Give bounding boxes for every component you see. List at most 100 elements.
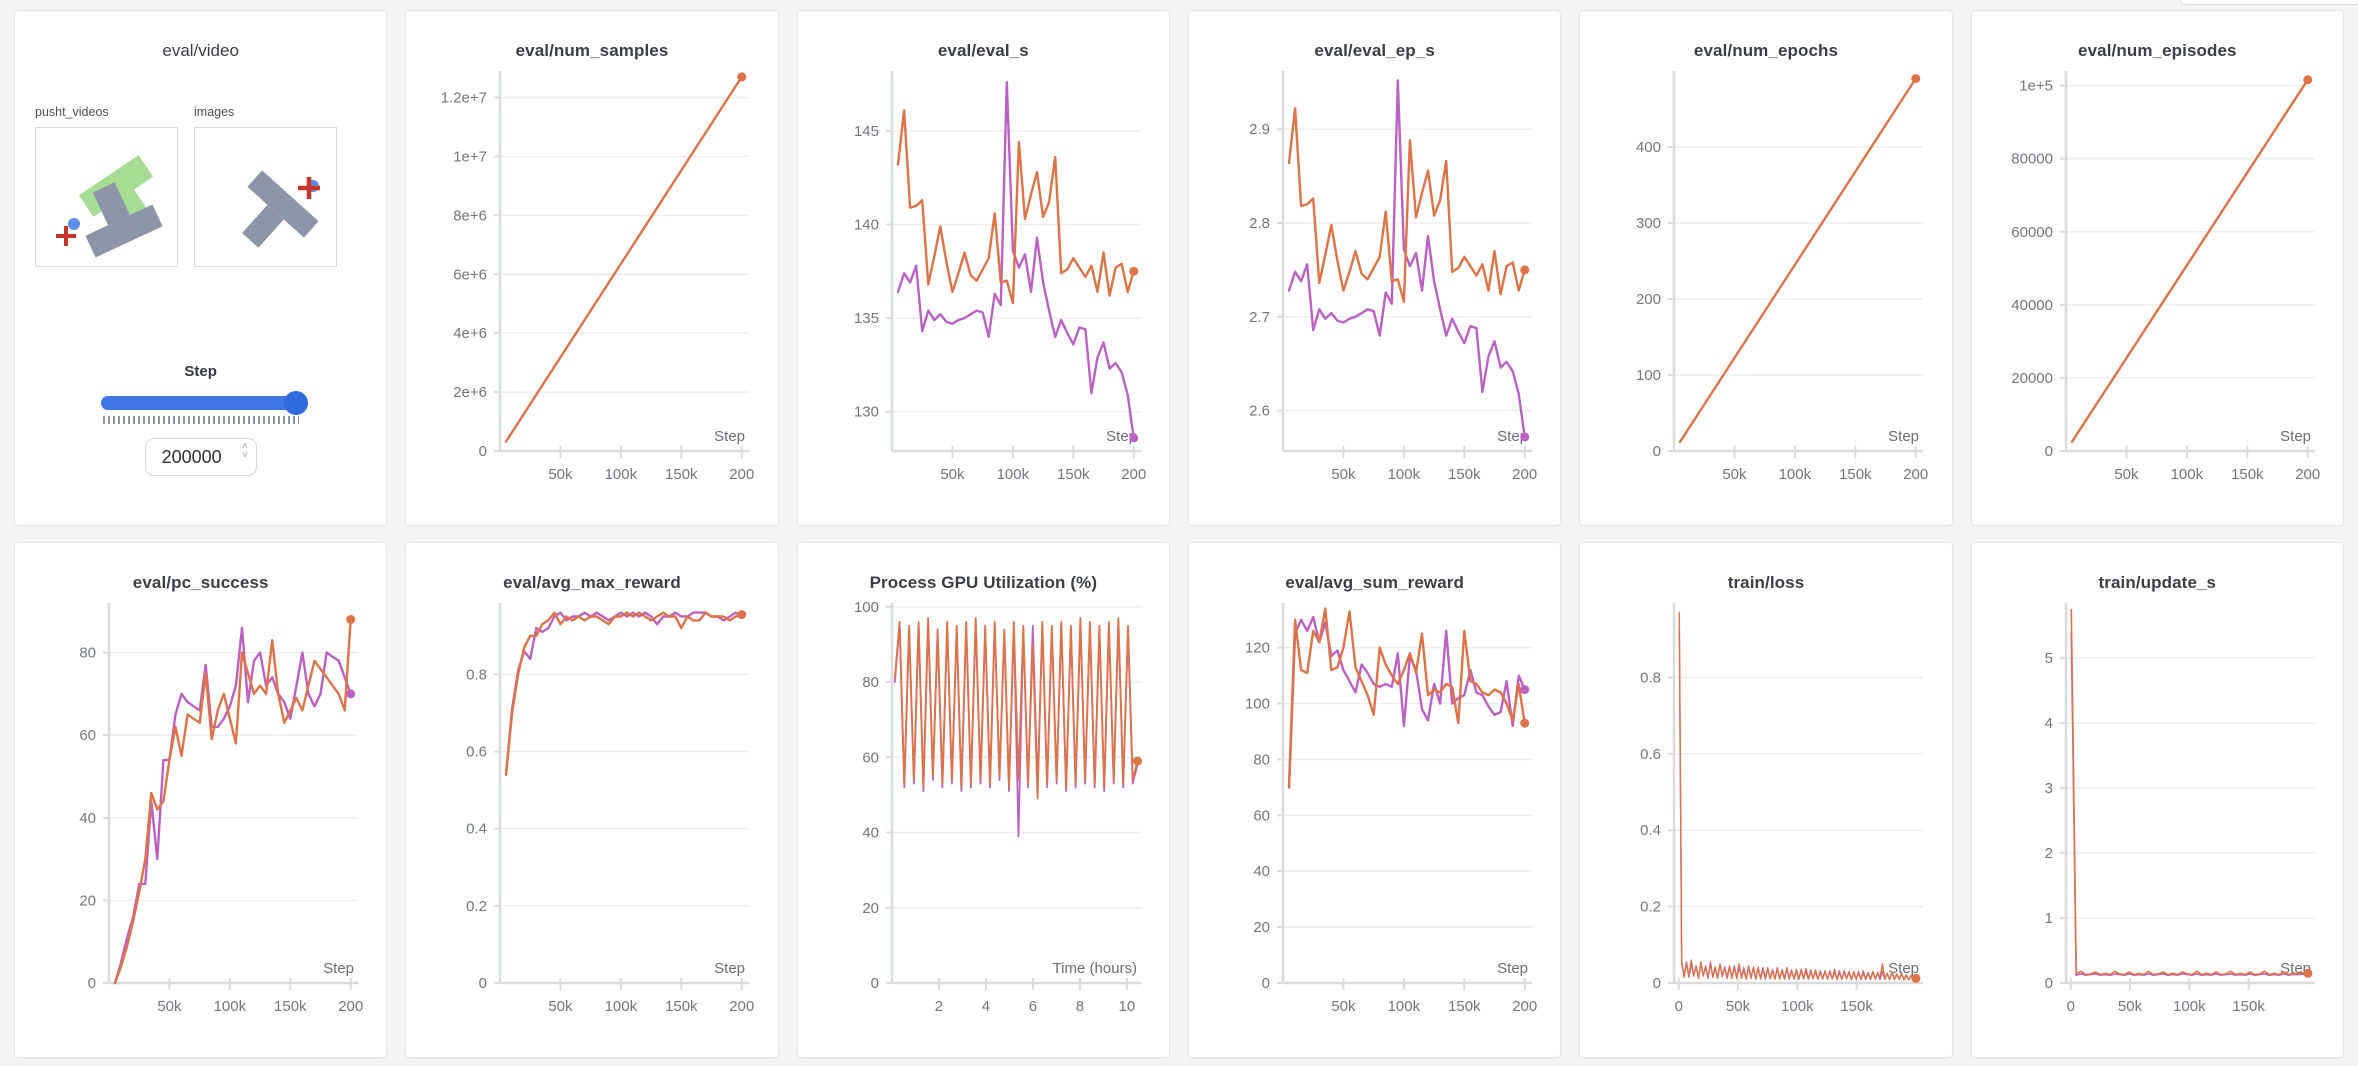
pusht-video-thumbnail[interactable]: [35, 127, 178, 267]
svg-text:2.6: 2.6: [1249, 403, 1270, 420]
chart-plot: 0 20 40 60 80 100 120 50k 100k 150k 200 Step: [1197, 597, 1552, 1035]
chart-title: eval/num_episodes: [2078, 41, 2237, 60]
svg-text:150k: 150k: [1841, 998, 1874, 1015]
svg-text:200: 200: [1121, 466, 1146, 483]
chart-plot: 0 2e+6 4e+6 6e+6 8e+6 1e+7 1.2e+7 50k 100k 150k 20…: [414, 65, 769, 503]
step-value-input[interactable]: [144, 438, 257, 476]
gray-t-stem: [242, 204, 284, 248]
chart-canvas: 0 20000 40000 60000 80000 1e+5 50k 100k 150k 200 S…: [2011, 71, 2320, 483]
panel-train-update-s[interactable]: train/update_s 0 1 2 3 4 5 0 50k 100k 150k Step: [1970, 542, 2344, 1058]
svg-text:400: 400: [1636, 139, 1661, 156]
images-thumbnail[interactable]: [194, 127, 337, 267]
svg-text:4e+6: 4e+6: [454, 325, 488, 342]
svg-text:40000: 40000: [2011, 297, 2053, 314]
panel-eval-num-epochs[interactable]: eval/num_epochs 0 100 200 300 400 50k 100k 150k…: [1579, 10, 1953, 526]
svg-text:40: 40: [1253, 863, 1270, 880]
panel-eval-pc-success[interactable]: eval/pc_success 0 20 40 60 80 50k 100k 150k 200 S…: [14, 542, 388, 1058]
step-slider-label: Step: [184, 363, 217, 380]
svg-text:20: 20: [79, 892, 96, 909]
svg-text:0: 0: [479, 443, 487, 460]
svg-text:50k: 50k: [157, 998, 182, 1015]
svg-text:0.6: 0.6: [466, 744, 487, 761]
panel-eval-eval-ep-s[interactable]: eval/eval_ep_s 2.6 2.7 2.8 2.9 50k 100k 150k 20…: [1188, 10, 1562, 526]
panel-eval-num-episodes[interactable]: eval/num_episodes 0 20000 40000 60000 80000 1…: [1970, 10, 2344, 526]
media-row: pusht_videos: [35, 105, 386, 267]
svg-text:0.4: 0.4: [466, 821, 487, 838]
goal-cross: [56, 226, 76, 246]
svg-text:50k: 50k: [1726, 998, 1751, 1015]
chart-plot: 0 20000 40000 60000 80000 1e+5 50k 100k 150k 200 S…: [1980, 65, 2335, 503]
svg-text:20000: 20000: [2011, 370, 2053, 387]
svg-text:40: 40: [862, 825, 879, 842]
chart-title: eval/num_epochs: [1693, 41, 1839, 60]
svg-text:100k: 100k: [1779, 466, 1812, 483]
svg-text:150k: 150k: [274, 998, 307, 1015]
svg-text:0: 0: [870, 975, 878, 992]
svg-text:100: 100: [854, 599, 879, 616]
svg-text:100: 100: [1636, 367, 1661, 384]
panel-eval-num-samples[interactable]: eval/num_samples 0 2e+6 4e+6 6e+6 8e+6 1e+7 1.…: [405, 10, 779, 526]
panel-eval-avg-sum-reward[interactable]: eval/avg_sum_reward 0 20 40 60 80 100 120 50k 10…: [1188, 542, 1562, 1058]
panel-train-loss[interactable]: train/loss 0 0.2 0.4 0.6 0.8 0 50k 100k 150k Step: [1579, 542, 1953, 1058]
pusht-video-frame: [56, 155, 163, 258]
slider-track[interactable]: [100, 396, 301, 410]
svg-text:4: 4: [981, 998, 989, 1015]
svg-text:100k: 100k: [1388, 466, 1421, 483]
svg-text:Step: Step: [1497, 428, 1528, 445]
svg-text:0: 0: [479, 975, 487, 992]
chart-plot: 0 20 40 60 80 100 2 4 6 8 10 Time (hours): [806, 597, 1161, 1035]
svg-text:Step: Step: [2280, 428, 2311, 445]
svg-text:100k: 100k: [214, 998, 247, 1015]
svg-text:20: 20: [862, 900, 879, 917]
svg-text:120: 120: [1245, 640, 1270, 657]
svg-text:2.7: 2.7: [1249, 309, 1270, 326]
svg-text:100k: 100k: [1388, 998, 1421, 1015]
chart-title: eval/pc_success: [132, 573, 269, 592]
slider-handle[interactable]: [283, 391, 308, 415]
stepper-arrows[interactable]: ˄ ˅: [241, 441, 248, 462]
svg-text:60: 60: [1253, 807, 1270, 824]
svg-text:200: 200: [1904, 466, 1929, 483]
panel-eval-avg-max-reward[interactable]: eval/avg_max_reward 0 0.2 0.4 0.6 0.8 50k 100k…: [405, 542, 779, 1058]
svg-text:1.2e+7: 1.2e+7: [441, 90, 487, 107]
panel-eval-eval-s[interactable]: eval/eval_s 130 135 140 145 50k 100k 150k 200 St…: [796, 10, 1170, 526]
chart-title: eval/avg_max_reward: [503, 573, 681, 592]
chart-title: eval/avg_sum_reward: [1285, 573, 1464, 592]
chart-canvas: 0 0.2 0.4 0.6 0.8 50k 100k 150k 200 Step: [466, 603, 755, 1015]
chart-plot: 0 1 2 3 4 5 0 50k 100k 150k Step: [1980, 597, 2335, 1035]
svg-text:80: 80: [862, 674, 879, 691]
svg-text:40: 40: [79, 810, 96, 827]
stepper-down-icon[interactable]: ˅: [241, 450, 248, 461]
step-slider[interactable]: [100, 391, 308, 415]
panel-gpu-utilization[interactable]: Process GPU Utilization (%) 0 20 40 60 80 100…: [796, 542, 1170, 1058]
svg-text:145: 145: [854, 123, 879, 140]
chart-title: train/loss: [1727, 573, 1805, 592]
chart-canvas: 0 100 200 300 400 50k 100k 150k 200 Step: [1636, 71, 1929, 483]
svg-text:100: 100: [1245, 696, 1270, 713]
svg-text:1e+5: 1e+5: [2019, 78, 2053, 95]
svg-text:Step: Step: [323, 960, 354, 977]
stepper-up-icon[interactable]: ˄: [241, 441, 248, 452]
svg-text:50k: 50k: [1723, 466, 1748, 483]
svg-text:6e+6: 6e+6: [454, 266, 488, 283]
svg-text:50k: 50k: [549, 998, 574, 1015]
chart-canvas: 0 20 40 60 80 100 2 4 6 8 10 Time (hours): [854, 599, 1142, 1015]
svg-text:0.8: 0.8: [1640, 669, 1661, 686]
agent-dot: [68, 218, 80, 230]
svg-text:50k: 50k: [1331, 466, 1356, 483]
svg-text:150k: 150k: [1448, 466, 1481, 483]
svg-text:0: 0: [1653, 975, 1661, 992]
svg-text:100k: 100k: [996, 466, 1029, 483]
svg-text:0: 0: [1675, 998, 1683, 1015]
chart-plot: 0 20 40 60 80 50k 100k 150k 200 Step: [23, 597, 378, 1035]
gray-t-bar: [247, 170, 319, 238]
svg-text:60: 60: [79, 727, 96, 744]
svg-text:200: 200: [1512, 998, 1537, 1015]
svg-text:200: 200: [1636, 291, 1661, 308]
svg-text:0: 0: [1653, 443, 1661, 460]
svg-text:1e+7: 1e+7: [454, 148, 488, 165]
gray-t-bar: [85, 204, 163, 258]
svg-text:0: 0: [1262, 975, 1270, 992]
chart-canvas: 0 20 40 60 80 50k 100k 150k 200 Step: [79, 603, 363, 1015]
